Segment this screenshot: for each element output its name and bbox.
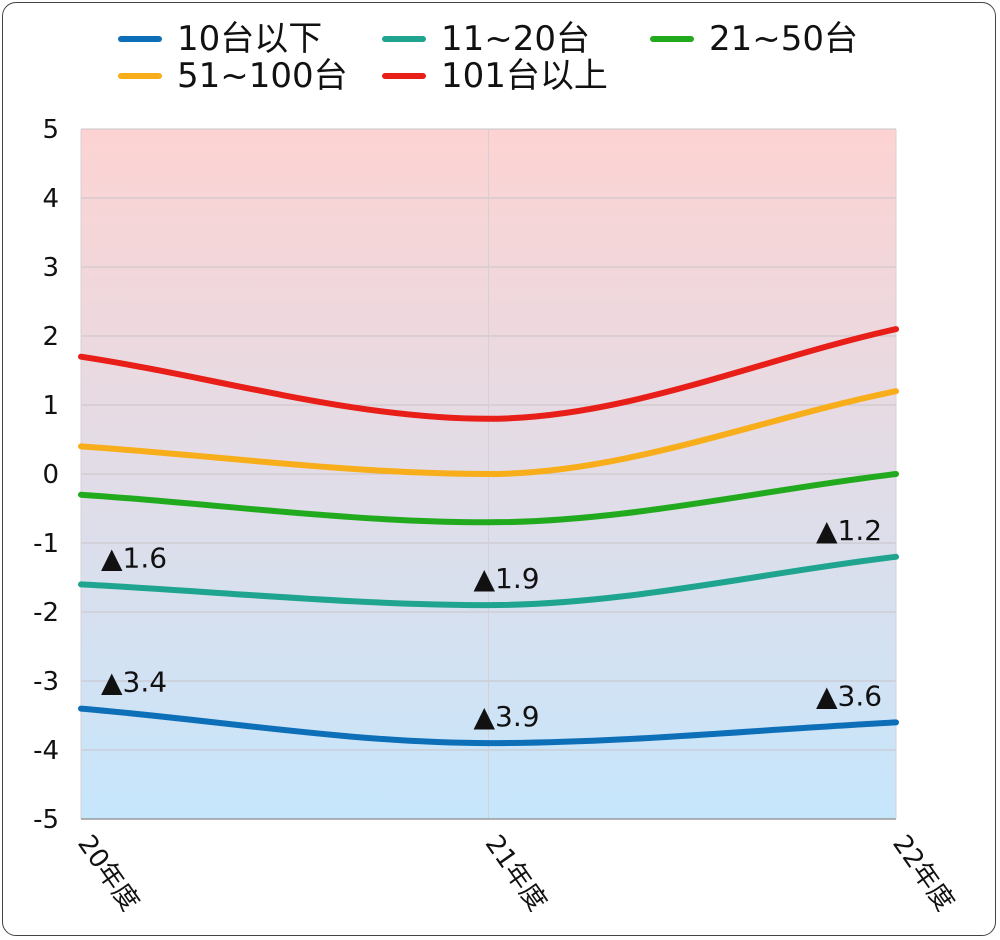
data-label: ▲3.4 (101, 666, 167, 699)
legend-item: 11~20台 (382, 19, 590, 59)
series-line (78, 326, 899, 422)
x-tick-label: 20年度 (71, 830, 144, 917)
legend-item: 101台以上 (382, 56, 608, 96)
legend-item: 51~100台 (118, 56, 348, 96)
line-chart: 10台以下 11~20台 21~50台 51~100台 101台以上 5 4 3 2 1 0 -1 -… (33, 19, 960, 917)
y-tick-label: 3 (42, 253, 59, 283)
data-label: ▲3.6 (816, 679, 882, 712)
series-line (78, 388, 899, 477)
legend-label: 10台以下 (177, 19, 322, 59)
data-label: ▲3.9 (474, 700, 540, 733)
legend: 10台以下 11~20台 21~50台 51~100台 101台以上 (118, 19, 858, 96)
y-tick-label: -3 (33, 667, 59, 697)
legend-label: 101台以上 (441, 56, 608, 96)
legend-label: 21~50台 (709, 19, 858, 59)
series-lines (78, 326, 899, 747)
y-tick-label: -5 (33, 805, 59, 835)
y-tick-label: -2 (33, 598, 59, 628)
series-line (78, 705, 899, 747)
y-tick-label: 0 (42, 460, 59, 490)
x-axis: 20年度 21年度 22年度 (71, 830, 959, 917)
y-axis: 5 4 3 2 1 0 -1 -2 -3 -4 -5 (33, 115, 59, 835)
data-labels: ▲1.6 ▲1.9 ▲1.2 ▲3.4 ▲3.9 ▲3.6 (101, 514, 882, 733)
y-tick-label: 2 (42, 322, 59, 352)
y-tick-label: 5 (42, 115, 59, 145)
data-label: ▲1.2 (816, 514, 882, 547)
legend-item: 21~50台 (650, 19, 858, 59)
y-tick-label: -4 (33, 736, 59, 766)
y-tick-label: -1 (33, 529, 59, 559)
legend-item: 10台以下 (118, 19, 322, 59)
legend-label: 51~100台 (177, 56, 348, 96)
x-tick-label: 22年度 (886, 830, 959, 917)
legend-label: 11~20台 (441, 19, 590, 59)
series-line (78, 471, 899, 526)
y-tick-label: 4 (42, 184, 59, 214)
x-tick-label: 21年度 (479, 830, 552, 917)
data-label: ▲1.6 (101, 541, 167, 574)
y-tick-label: 1 (42, 391, 59, 421)
series-line (78, 553, 899, 609)
data-label: ▲1.9 (474, 562, 540, 595)
